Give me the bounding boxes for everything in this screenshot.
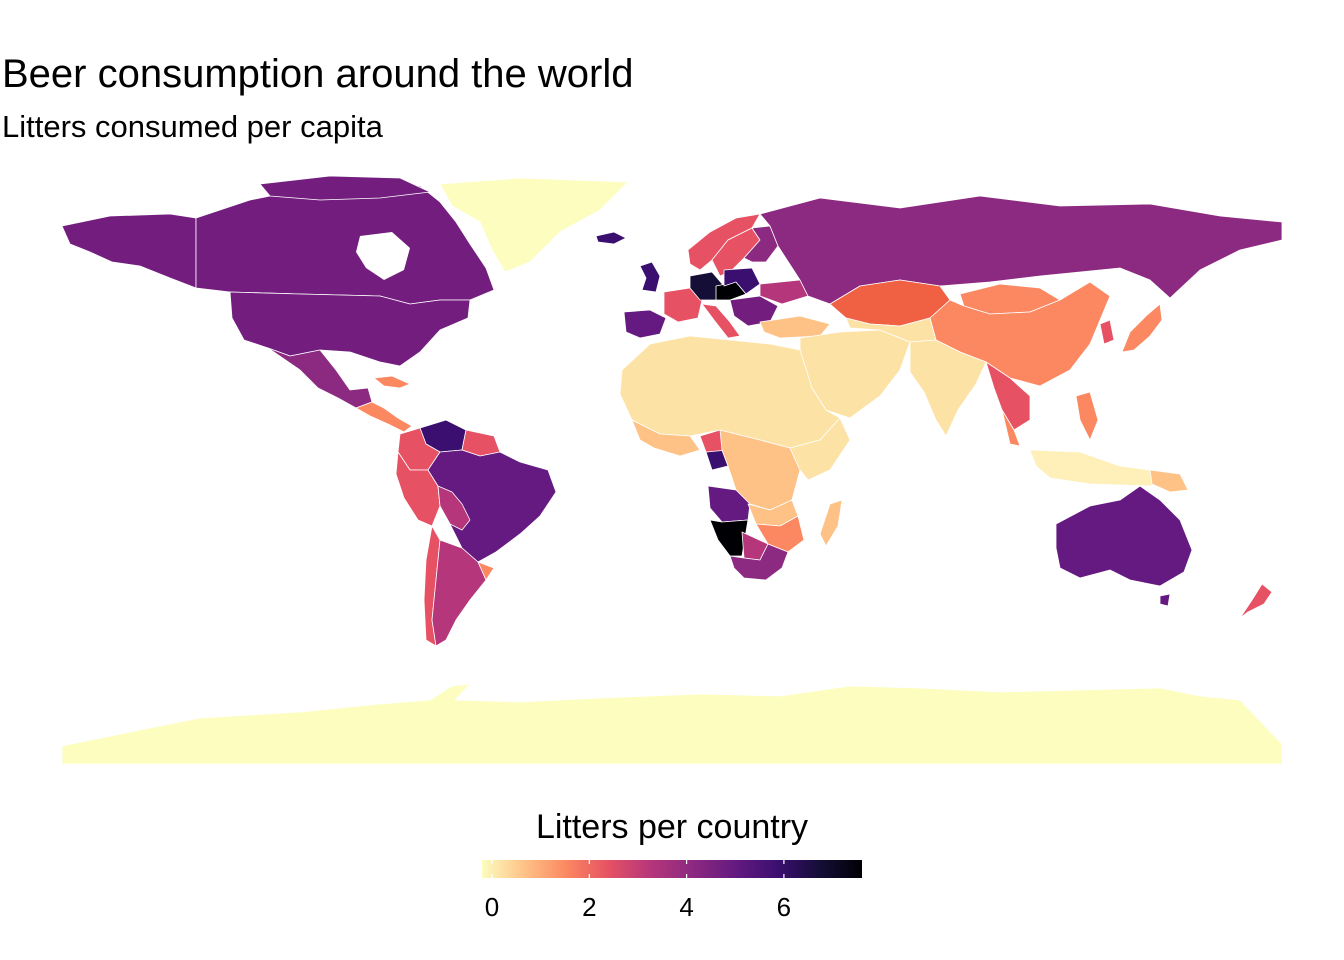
region-australia — [1055, 485, 1193, 587]
region-alaska — [61, 213, 197, 289]
region-italy — [701, 303, 741, 339]
region-korea — [1099, 319, 1115, 345]
legend-tick-label: 0 — [484, 892, 500, 922]
region-poland — [723, 267, 761, 295]
map-title: Beer consumption around the world — [2, 52, 634, 96]
region-west-africa — [631, 419, 701, 457]
region-central-america — [355, 401, 413, 433]
region-malay-peninsula — [1001, 409, 1021, 447]
legend-gradient — [482, 860, 862, 878]
region-canada — [195, 183, 495, 305]
region-tasmania — [1159, 593, 1171, 607]
hudson-bay — [356, 232, 410, 280]
region-arctic-islands — [259, 175, 431, 201]
region-antarctica — [61, 683, 1283, 765]
region-peru — [395, 451, 441, 527]
region-uk — [639, 261, 661, 293]
region-caribbean — [373, 375, 411, 389]
region-new-zealand — [1239, 583, 1273, 619]
region-greenland — [439, 177, 629, 273]
region-japan — [1121, 303, 1163, 353]
region-namibia — [709, 519, 749, 557]
legend-tick-label: 6 — [776, 892, 792, 922]
region-spain — [623, 309, 667, 339]
region-argentina — [431, 539, 487, 647]
region-southeast-asia — [985, 361, 1031, 431]
region-papua — [1149, 469, 1189, 493]
region-iceland — [595, 231, 627, 245]
legend-tick-label: 4 — [679, 892, 694, 922]
region-usa — [229, 291, 471, 367]
region-mexico — [267, 347, 373, 409]
legend-colorbar — [482, 860, 862, 878]
map-subtitle: Litters consumed per capita — [2, 109, 383, 144]
region-philippines — [1075, 391, 1099, 441]
legend-title: Litters per country — [535, 808, 809, 846]
world-choropleth-map — [61, 175, 1283, 765]
region-uruguay — [477, 561, 495, 581]
region-russia — [759, 195, 1283, 305]
region-ukraine — [759, 279, 809, 305]
region-bolivia — [437, 485, 471, 531]
region-india — [909, 339, 987, 437]
region-south-africa — [729, 543, 789, 581]
region-east-africa — [789, 417, 851, 481]
region-madagascar — [819, 499, 843, 547]
legend-tick-label: 2 — [582, 892, 597, 922]
